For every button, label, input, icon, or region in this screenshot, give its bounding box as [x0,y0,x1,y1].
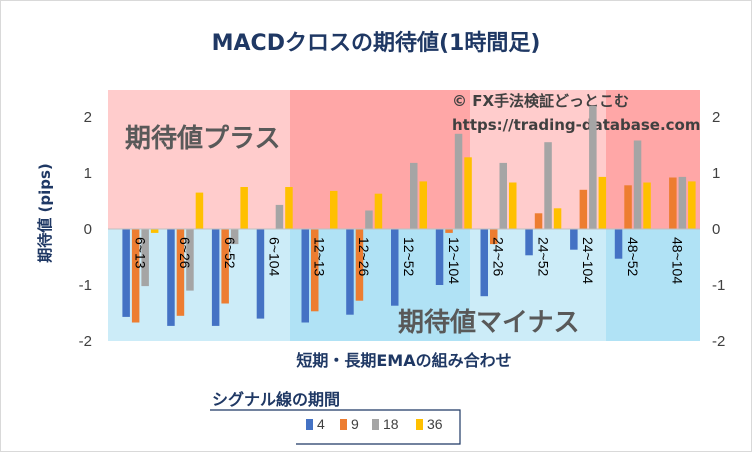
bar-12-104-s18 [454,133,463,229]
bar-12-52-s4 [391,229,399,306]
bar-6-13-s18 [141,229,149,287]
bar-12-104-s9 [445,229,453,233]
bar-24-104-s36 [598,176,607,229]
bar-6-104-s4 [256,229,265,319]
category-label: 12~52 [401,237,417,277]
y-tick-left: 2 [84,109,92,126]
minus-region-label: 期待値マイナス [398,308,579,338]
y-tick-right: 0 [712,221,720,238]
plus-region-label: 期待値プラス [125,124,280,154]
bar-12-52-s36 [419,181,427,229]
y-tick-right: -1 [712,277,725,294]
bar-12-13-s9 [311,229,319,312]
bar-12-26-s9 [355,229,364,301]
legend: 4 9 18 36 [306,416,443,432]
bar-48-104-s36 [688,181,696,229]
bar-6-26-s36 [195,192,204,229]
band-minus-right [470,229,606,341]
category-label: 24~52 [535,237,551,277]
bar-48-52-s9 [624,185,632,229]
bar-6-104-s18 [275,204,284,229]
category-label: 12~26 [356,237,372,277]
legend-swatch-36 [416,419,423,430]
legend-label-4: 4 [317,416,325,432]
bar-12-104-s4 [435,229,444,285]
bar-6-52-s9 [221,229,229,304]
bar-24-26-s4 [480,229,488,297]
legend-swatch-9 [340,419,347,430]
bar-24-26-s9 [490,229,498,245]
bar-24-52-s18 [544,142,552,229]
bar-6-52-s18 [230,229,239,245]
bar-6-13-s9 [131,229,140,323]
bar-6-26-s18 [186,229,194,291]
bar-48-104-s9 [669,177,677,229]
category-label: 6~104 [267,237,283,277]
bar-24-26-s36 [509,182,517,229]
category-labels: 6~13 6~26 6~52 6~104 12~13 12~26 12~52 12~104 24… [132,237,685,284]
category-label: 48~52 [625,237,641,277]
category-label: 12~104 [446,237,462,284]
bar-12-26-s18 [365,210,373,229]
bar-6-26-s4 [167,229,175,326]
bar-12-13-s4 [301,229,309,323]
bar-48-104-s18 [678,176,687,229]
y-tick-left: -1 [79,277,92,294]
category-label: 24~26 [491,237,507,277]
bar-24-52-s9 [534,213,543,229]
bar-marks [122,105,696,326]
bar-24-104-s18 [589,105,597,229]
bar-12-13-s36 [330,190,338,229]
y-tick-right: -2 [712,333,725,350]
legend-label-36: 36 [427,416,443,432]
bar-6-26-s9 [176,229,185,316]
bar-6-104-s36 [285,187,293,229]
legend-title: シグナル線の期間 [212,390,340,409]
bar-48-52-s36 [643,182,651,229]
bar-6-52-s36 [240,187,248,229]
bar-24-104-s4 [570,229,578,250]
bar-24-104-s9 [579,189,588,229]
bar-12-104-s36 [464,157,472,229]
x-axis-label: 短期・長期EMAの組み合わせ [296,351,511,370]
legend-label-18: 18 [383,416,399,432]
bar-12-52-s18 [410,162,418,229]
y-tick-left: 0 [84,221,92,238]
background-bands [108,90,700,341]
category-label: 12~13 [311,237,327,277]
legend-box [210,409,461,445]
category-label: 24~104 [580,237,596,284]
bar-24-52-s4 [525,229,533,256]
y-tick-right: 1 [712,165,720,182]
bar-24-26-s18 [499,162,507,229]
category-label: 6~52 [222,237,238,269]
bar-6-13-s36 [150,229,159,233]
y-tick-left: 1 [84,165,92,182]
bar-12-26-s4 [346,229,354,315]
y-axis-right: -2 -1 0 1 2 [712,109,725,350]
legend-label-9: 9 [351,416,359,432]
legend-swatch-18 [372,419,379,430]
chart-title: MACDクロスの期待値(1時間足) [212,30,541,56]
category-label: 6~13 [132,237,148,269]
bar-6-13-s4 [122,229,130,317]
y-axis-label: 期待値 (pips) [36,163,54,262]
y-tick-left: -2 [79,333,92,350]
bar-48-52-s18 [633,140,642,229]
watermark-copyright: © FX手法検証どっとこむ [452,92,629,110]
bar-48-52-s4 [614,229,623,259]
watermark-url: https://trading-database.com [452,116,701,134]
category-label: 48~104 [670,237,686,284]
bar-12-26-s36 [374,193,383,229]
category-label: 6~26 [177,237,193,269]
y-axis-left: -2 -1 0 1 2 [79,109,92,350]
legend-swatch-4 [306,419,313,430]
y-tick-right: 2 [712,109,720,126]
bar-6-52-s4 [211,229,220,326]
bar-24-52-s36 [553,208,562,229]
